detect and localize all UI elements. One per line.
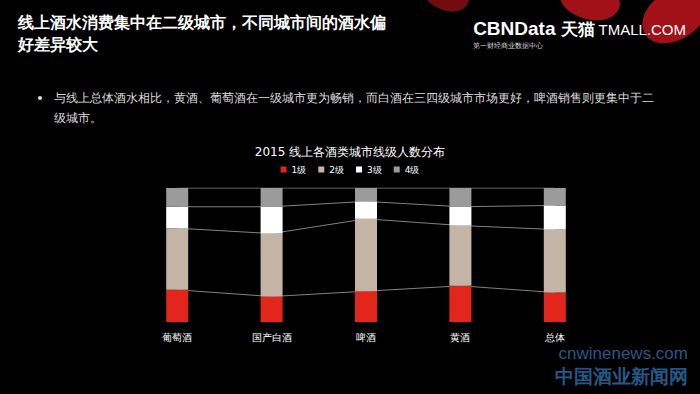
svg-text:3级: 3级 — [367, 165, 382, 175]
html-text:cnwinenews.com: cnwinenews.com — [558, 344, 688, 363]
svg-text:葡萄酒: 葡萄酒 — [162, 332, 192, 343]
svg-text:2015 线上各酒类城市线级人数分布: 2015 线上各酒类城市线级人数分布 — [255, 145, 445, 159]
html-text:CBNData 天猫TMALL.COM: CBNData 天猫TMALL.COM — [473, 18, 686, 39]
svg-text:4级: 4级 — [405, 165, 420, 175]
html-text:与线上总体酒水相比，黄酒、葡萄酒在一级城市更为畅销，而白酒在: 与线上总体酒水相比，黄酒、葡萄酒在一级城市更为畅销，而白酒在三四级城市市场更好，… — [54, 91, 654, 125]
svg-text:黄酒: 黄酒 — [450, 332, 470, 343]
svg-text:总体: 总体 — [544, 332, 565, 343]
svg-text:1级: 1级 — [292, 165, 307, 175]
svg-text:2级: 2级 — [329, 165, 344, 175]
html-text:中国酒业新闻网: 中国酒业新闻网 — [555, 365, 688, 387]
html-text:线上酒水消费集中在二级城市，不同城市间的酒水偏好差异较大: 线上酒水消费集中在二级城市，不同城市间的酒水偏好差异较大 — [18, 13, 386, 54]
svg-text:啤酒: 啤酒 — [356, 332, 376, 343]
html-text:第一财经商业数据中心: 第一财经商业数据中心 — [473, 42, 544, 50]
svg-text:国产白酒: 国产白酒 — [252, 332, 292, 343]
